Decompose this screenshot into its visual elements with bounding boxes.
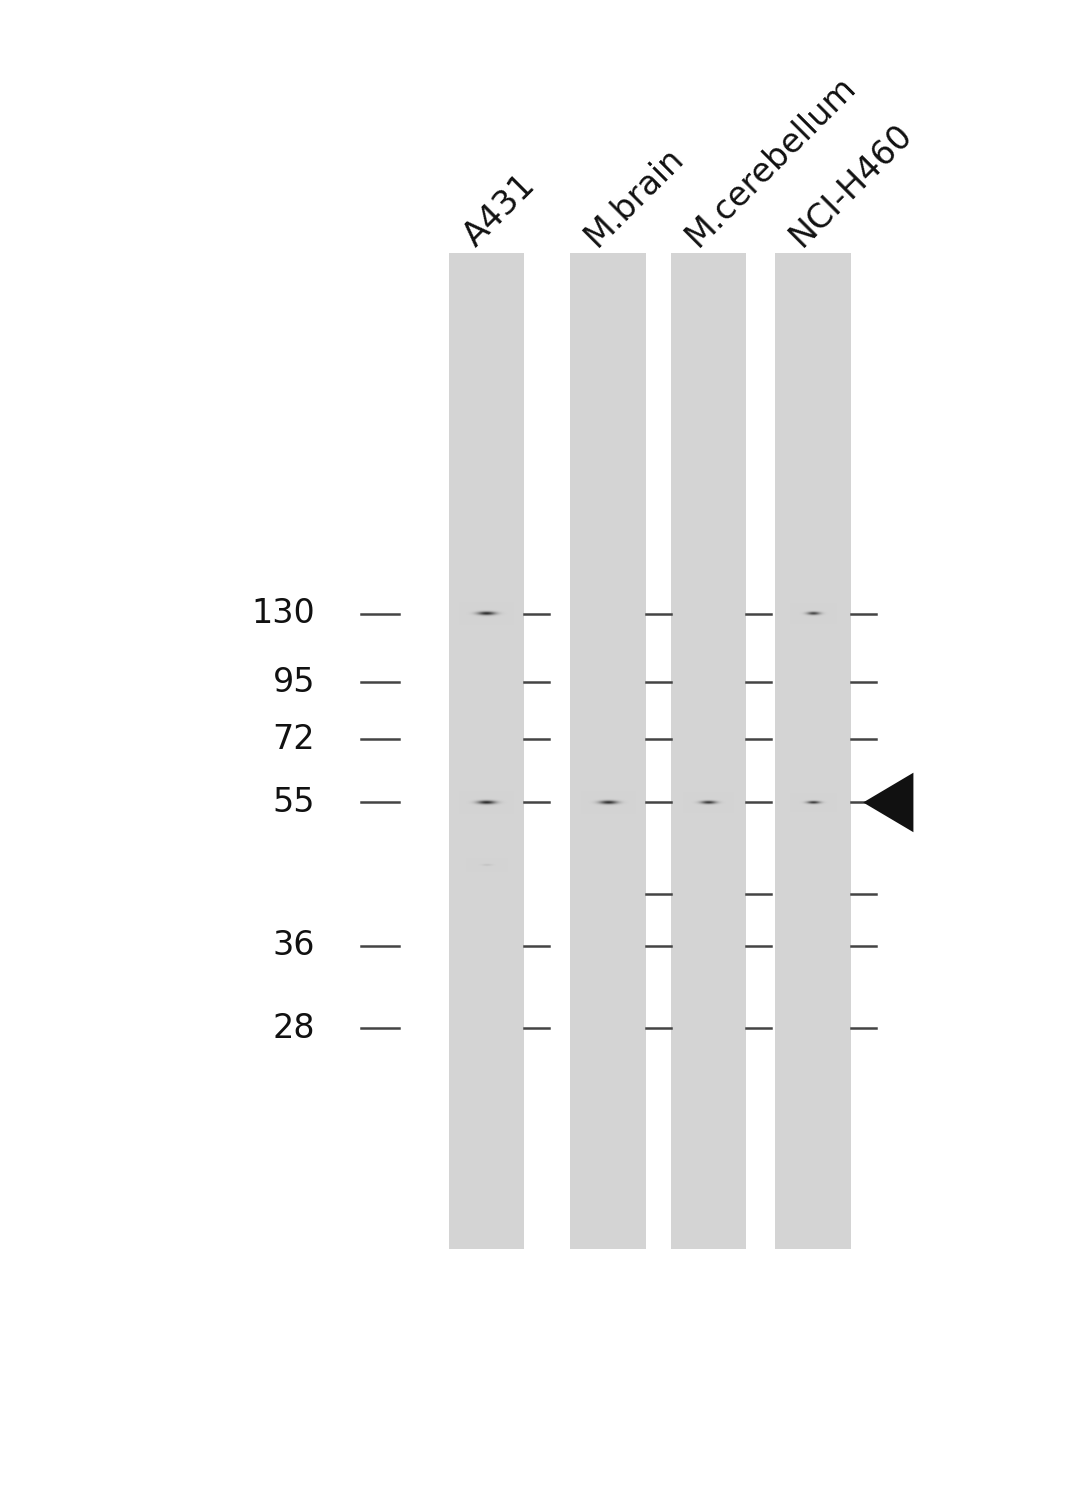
Text: 130: 130 — [252, 598, 315, 630]
Text: 55: 55 — [272, 787, 315, 819]
Bar — [570, 253, 646, 1249]
Bar — [775, 253, 851, 1249]
Text: 28: 28 — [272, 1011, 315, 1044]
Text: M.cerebellum: M.cerebellum — [679, 70, 862, 253]
Bar — [671, 253, 746, 1249]
Text: A431: A431 — [457, 168, 542, 253]
Text: 72: 72 — [272, 723, 315, 755]
Text: NCI-H460: NCI-H460 — [784, 117, 919, 253]
Bar — [449, 253, 524, 1249]
Text: 95: 95 — [272, 666, 315, 699]
Text: M.brain: M.brain — [579, 141, 690, 253]
Text: 36: 36 — [272, 929, 315, 962]
Polygon shape — [863, 773, 914, 833]
